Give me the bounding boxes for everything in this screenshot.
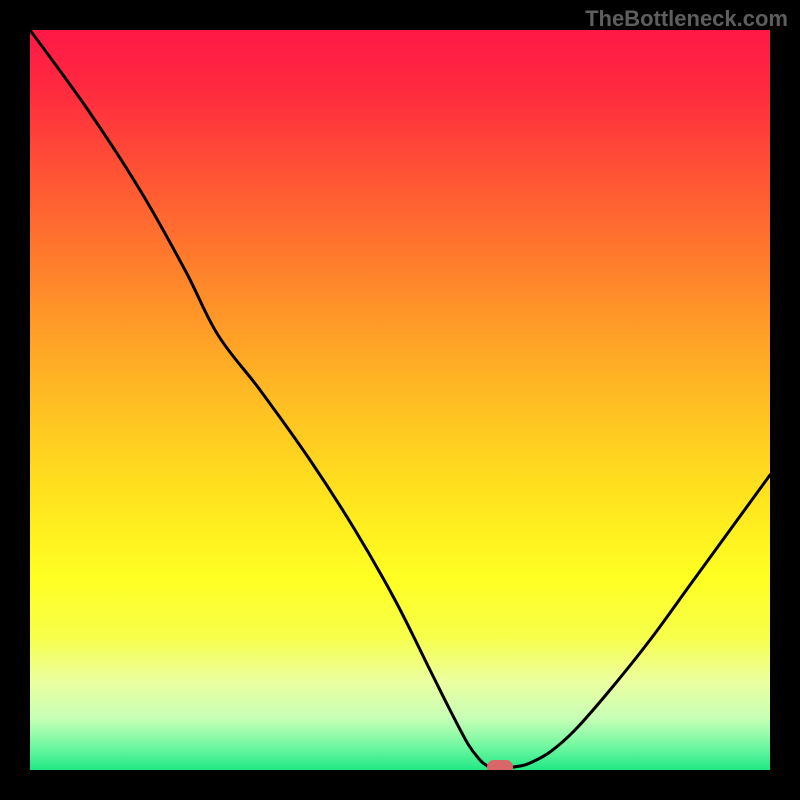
optimum-marker xyxy=(487,760,513,774)
plot-svg xyxy=(30,30,770,770)
bottleneck-chart: TheBottleneck.com xyxy=(0,0,800,800)
watermark-text: TheBottleneck.com xyxy=(585,6,788,32)
gradient-background xyxy=(30,30,770,770)
plot-area xyxy=(30,30,770,770)
